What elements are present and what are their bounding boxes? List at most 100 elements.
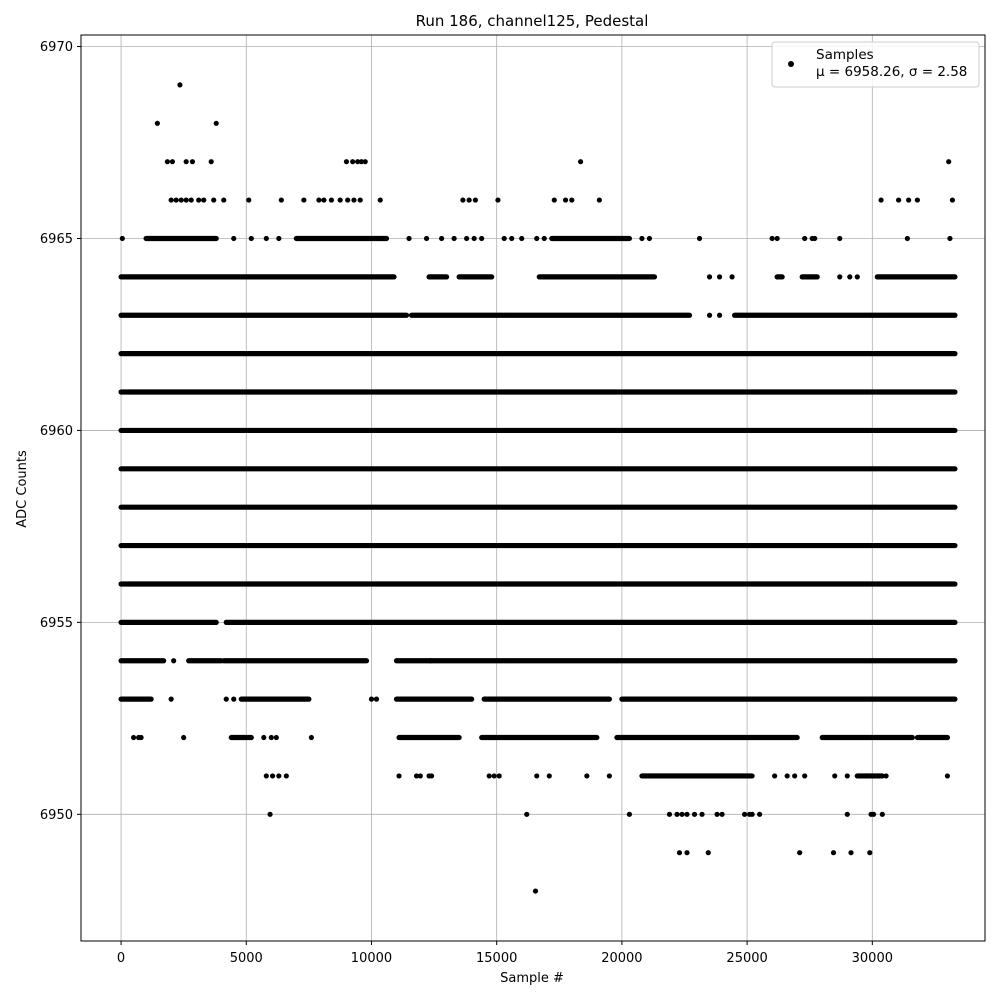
data-point: [213, 120, 219, 126]
data-point: [267, 811, 273, 817]
data-point: [406, 235, 412, 242]
x-tick-label: 0: [117, 951, 125, 966]
data-point: [495, 197, 501, 203]
data-point: [719, 811, 725, 817]
data-point: [276, 773, 282, 779]
data-point: [154, 120, 160, 126]
data-point: [742, 811, 748, 817]
data-point: [181, 734, 187, 741]
data-point: [830, 850, 837, 856]
data-point: [301, 197, 307, 203]
y-tick-label: 6960: [40, 424, 73, 439]
data-point: [246, 197, 252, 203]
y-axis-ticks: 6950 6955 6960 6965 6970: [40, 40, 81, 823]
data-point: [696, 235, 703, 242]
legend: Samples μ = 6958.26, σ = 2.58: [771, 41, 980, 88]
data-point: [844, 811, 850, 817]
legend-stats: μ = 6958.26, σ = 2.58: [816, 64, 967, 80]
data-point: [231, 696, 237, 702]
data-point: [276, 235, 282, 242]
data-point: [273, 734, 279, 741]
data-point: [423, 235, 430, 242]
chart-title: Run 186, channel125, Pedestal: [416, 12, 649, 30]
data-point: [261, 734, 267, 741]
data-point: [802, 235, 808, 242]
x-tick-label: 15000: [476, 951, 517, 966]
data-point: [714, 811, 720, 817]
data-point: [171, 658, 177, 664]
x-tick-label: 5000: [230, 951, 263, 966]
data-point: [577, 159, 584, 165]
data-point: [837, 274, 843, 280]
data-point: [847, 274, 853, 280]
data-point: [196, 197, 202, 203]
data-point: [278, 197, 284, 203]
data-point: [308, 734, 314, 741]
data-point: [706, 274, 713, 280]
data-point: [263, 773, 269, 779]
data-point: [904, 235, 910, 242]
data-point: [501, 235, 507, 242]
data-point: [906, 197, 912, 203]
data-point: [524, 811, 530, 817]
data-point: [878, 197, 884, 203]
data-point: [368, 696, 375, 702]
data-point: [168, 197, 174, 203]
data-point: [464, 235, 470, 242]
data-point: [428, 773, 435, 779]
data-point: [837, 235, 843, 242]
data-point: [606, 773, 612, 779]
y-tick-label: 6955: [40, 616, 73, 631]
data-point: [676, 850, 683, 856]
data-point: [729, 274, 735, 280]
data-point: [201, 197, 207, 203]
data-point: [946, 159, 952, 165]
data-point: [328, 197, 335, 203]
data-point: [208, 159, 214, 165]
data-point: [221, 197, 227, 203]
data-point: [178, 197, 184, 203]
data-point: [534, 773, 540, 779]
data-point: [496, 773, 502, 779]
data-point: [716, 312, 723, 318]
x-axis-label: Sample #: [500, 971, 564, 986]
data-point: [646, 235, 653, 242]
data-point: [534, 235, 540, 242]
data-point: [177, 82, 183, 88]
data-point: [532, 888, 539, 894]
data-point: [231, 235, 237, 242]
data-point: [283, 773, 289, 779]
data-point: [546, 773, 552, 779]
data-point: [491, 773, 497, 779]
data-point: [749, 811, 755, 817]
data-point: [164, 159, 170, 165]
data-point: [189, 159, 196, 165]
data-point: [248, 235, 254, 242]
data-point: [896, 197, 902, 203]
data-point: [351, 197, 357, 203]
data-point: [362, 159, 368, 165]
data-point: [797, 850, 803, 856]
y-tick-label: 6970: [40, 40, 73, 55]
data-point: [949, 197, 956, 203]
data-point: [168, 696, 174, 702]
data-point: [417, 773, 423, 779]
data-point: [355, 159, 361, 165]
data-point: [757, 811, 763, 817]
data-point: [519, 235, 525, 242]
data-point: [769, 235, 775, 242]
data-point: [562, 197, 569, 203]
axes-frame: [80, 34, 986, 942]
data-point: [466, 197, 472, 203]
data-point: [792, 773, 798, 779]
data-point: [812, 235, 818, 242]
x-tick-label: 30000: [852, 951, 893, 966]
y-axis-label: ADC Counts: [15, 450, 30, 528]
data-point: [471, 235, 477, 242]
data-point: [666, 811, 673, 817]
data-point: [584, 773, 590, 779]
x-tick-label: 20000: [601, 951, 642, 966]
data-point: [541, 235, 547, 242]
data-point: [427, 658, 433, 664]
